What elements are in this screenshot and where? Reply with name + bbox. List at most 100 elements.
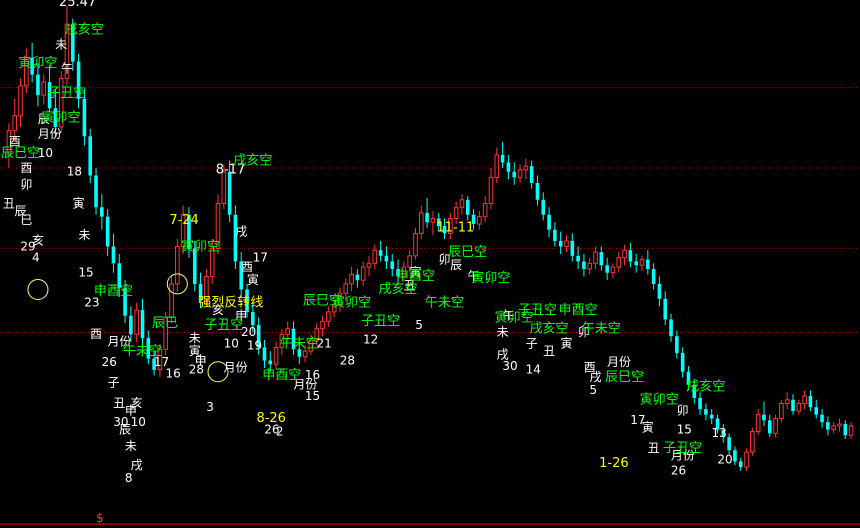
annotation-36: 1-26 [599, 456, 629, 471]
candle-body-19 [117, 263, 122, 288]
annotation-21: 子丑空 [361, 314, 400, 329]
white-label-68: 14 [526, 363, 541, 377]
white-label-48: 17 [253, 250, 268, 264]
white-label-77: 寅 [642, 420, 654, 435]
white-label-31: 8 [125, 471, 133, 485]
candle-body-115 [675, 336, 679, 354]
candle-body-36 [215, 203, 221, 249]
annotation-6: 7-24 [169, 213, 199, 228]
marker-circle-2 [207, 361, 229, 383]
candle-body-61 [360, 266, 366, 281]
candle-body-89 [523, 165, 529, 171]
candle-body-39 [233, 214, 238, 262]
white-label-11: 巳 [20, 213, 32, 227]
candle-body-82 [482, 203, 488, 218]
annotation-26: 子丑空 [518, 303, 557, 318]
candle-body-28 [169, 283, 174, 319]
candle-body-117 [686, 371, 691, 385]
white-label-14: 4 [32, 250, 40, 264]
white-label-49: 26 [264, 422, 279, 436]
candle-body-83 [488, 176, 494, 205]
white-label-44: 19 [247, 338, 262, 352]
white-label-19: 酉 [90, 327, 102, 341]
candle-body-111 [651, 268, 656, 284]
candle-body-35 [209, 247, 215, 277]
candle-body-63 [372, 249, 378, 264]
white-label-33: 16 [166, 366, 181, 380]
candle-body-32 [192, 248, 197, 284]
white-label-81: 卯 [677, 404, 689, 418]
candle-body-49 [291, 328, 296, 350]
white-label-13: 29 [20, 239, 35, 253]
annotation-13: 子丑空 [204, 318, 243, 333]
annotation-10: 申酉空 [94, 284, 133, 299]
annotation-2: 寅卯空 [18, 55, 57, 71]
candle-body-9 [58, 77, 64, 128]
candle-body-106 [622, 249, 627, 259]
bottom-marker: $ [96, 511, 104, 525]
white-label-59: 丑 [404, 279, 416, 293]
white-label-35: 寅 [189, 343, 201, 358]
candle-body-91 [535, 182, 540, 200]
white-label-70: 寅 [560, 335, 572, 350]
white-label-17: 15 [78, 265, 93, 279]
white-label-46: 酉 [241, 260, 253, 274]
white-label-78: 丑 [648, 441, 660, 455]
candle-body-54 [320, 320, 325, 330]
candle-body-18 [111, 246, 116, 264]
white-label-39: 3 [206, 400, 214, 414]
white-label-51: 月份 [293, 378, 317, 392]
candle-body-94 [553, 229, 557, 241]
candle-body-85 [500, 154, 505, 163]
candle-body-53 [314, 328, 320, 341]
candle-body-122 [715, 418, 720, 430]
candle-body-133 [779, 403, 784, 419]
annotation-4: 寅卯空 [42, 109, 81, 125]
candle-body-124 [727, 437, 731, 451]
marker-circle-0 [27, 279, 49, 301]
candle-body-102 [599, 252, 604, 266]
white-label-75: 5 [590, 383, 598, 397]
candle-body-143 [837, 423, 842, 427]
candle-body-13 [82, 98, 87, 137]
annotation-15: 申酉空 [262, 368, 301, 383]
candle-body-104 [610, 266, 616, 274]
white-label-5: 10 [38, 146, 53, 160]
annotation-20: 戌亥空 [378, 282, 417, 297]
white-label-10: 辰 [15, 204, 27, 218]
candle-body-121 [709, 414, 714, 419]
candle-body-20 [123, 287, 127, 316]
candle-body-12 [76, 61, 81, 99]
candle-body-107 [628, 250, 633, 262]
annotation-16: 午未空 [280, 336, 319, 351]
candle-body-136 [796, 403, 802, 412]
white-label-38: 月份 [224, 361, 248, 375]
candle-body-34 [204, 275, 209, 302]
white-label-8: 卯 [20, 178, 32, 192]
candle-body-47 [279, 333, 285, 348]
candle-body-95 [558, 240, 563, 247]
candle-body-131 [767, 420, 772, 434]
white-label-28: 申 [125, 404, 137, 418]
white-label-80: 26 [671, 464, 686, 478]
marker-circle-1 [166, 273, 188, 295]
candle-body-30 [180, 214, 186, 248]
candle-body-42 [251, 311, 255, 326]
candle-body-141 [826, 422, 830, 430]
white-label-53: 15 [305, 389, 320, 403]
candle-body-31 [187, 214, 191, 249]
candle-body-125 [733, 450, 737, 462]
candle-body-139 [814, 407, 819, 415]
annotation-19: 申酉空 [396, 269, 435, 284]
annotation-29: 申酉空 [558, 303, 597, 318]
white-label-16: 未 [78, 228, 90, 242]
annotation-1: 戌亥空 [65, 22, 104, 37]
white-label-40: 10 [224, 336, 239, 350]
annotation-34: 戌亥空 [686, 379, 725, 394]
candle-body-137 [802, 395, 807, 405]
candle-body-127 [744, 451, 749, 468]
candle-body-142 [831, 425, 836, 431]
grid-lines [0, 87, 860, 333]
white-label-26: 10 [131, 415, 146, 429]
